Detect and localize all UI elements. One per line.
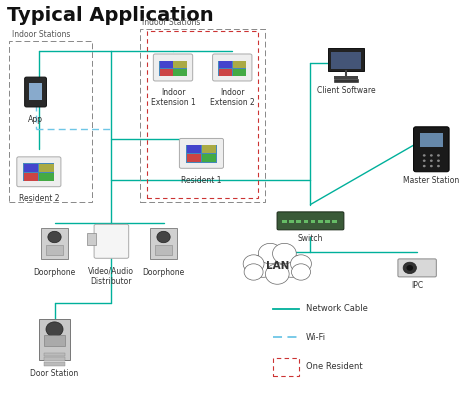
FancyBboxPatch shape — [202, 145, 216, 153]
FancyBboxPatch shape — [186, 154, 201, 162]
FancyBboxPatch shape — [219, 69, 232, 76]
Text: Network Cable: Network Cable — [306, 304, 368, 313]
Text: Resident 2: Resident 2 — [18, 194, 59, 203]
Circle shape — [423, 165, 426, 167]
Circle shape — [423, 160, 426, 162]
Circle shape — [244, 264, 263, 280]
FancyBboxPatch shape — [398, 259, 436, 277]
FancyBboxPatch shape — [212, 54, 252, 81]
Circle shape — [407, 265, 413, 271]
FancyBboxPatch shape — [39, 164, 54, 172]
FancyBboxPatch shape — [24, 164, 38, 172]
FancyBboxPatch shape — [159, 69, 173, 76]
Circle shape — [292, 264, 310, 280]
Circle shape — [423, 154, 426, 157]
FancyBboxPatch shape — [39, 319, 70, 360]
FancyBboxPatch shape — [17, 157, 61, 187]
FancyBboxPatch shape — [186, 145, 217, 162]
Circle shape — [278, 254, 305, 277]
FancyBboxPatch shape — [334, 79, 358, 82]
FancyBboxPatch shape — [297, 220, 301, 223]
Text: Master Station: Master Station — [403, 176, 459, 185]
FancyBboxPatch shape — [233, 61, 246, 68]
Circle shape — [46, 322, 63, 337]
FancyBboxPatch shape — [328, 48, 364, 70]
Text: Indoor Stations: Indoor Stations — [12, 30, 70, 39]
FancyBboxPatch shape — [159, 61, 187, 76]
Text: Indoor
Extension 2: Indoor Extension 2 — [210, 88, 255, 107]
FancyBboxPatch shape — [331, 52, 361, 68]
FancyBboxPatch shape — [153, 54, 192, 81]
FancyBboxPatch shape — [150, 228, 176, 258]
FancyBboxPatch shape — [39, 173, 54, 181]
Circle shape — [437, 165, 440, 167]
FancyBboxPatch shape — [277, 212, 344, 230]
FancyBboxPatch shape — [29, 83, 42, 100]
FancyBboxPatch shape — [42, 228, 67, 258]
Text: LAN: LAN — [265, 261, 289, 271]
Circle shape — [250, 254, 276, 277]
FancyBboxPatch shape — [219, 61, 232, 68]
FancyBboxPatch shape — [420, 133, 443, 147]
FancyBboxPatch shape — [282, 220, 287, 223]
Text: Indoor Stations: Indoor Stations — [142, 18, 201, 27]
Circle shape — [265, 264, 289, 284]
Text: Video/Audio
Distributor: Video/Audio Distributor — [88, 267, 135, 286]
Circle shape — [48, 231, 61, 243]
FancyBboxPatch shape — [179, 138, 224, 169]
Text: IPC: IPC — [411, 281, 423, 290]
FancyBboxPatch shape — [413, 127, 449, 172]
FancyBboxPatch shape — [155, 245, 172, 255]
Text: One Resident: One Resident — [306, 362, 362, 371]
Text: App: App — [28, 115, 43, 124]
FancyBboxPatch shape — [159, 61, 173, 68]
FancyBboxPatch shape — [218, 61, 246, 76]
FancyBboxPatch shape — [94, 224, 128, 258]
Circle shape — [258, 245, 296, 278]
FancyBboxPatch shape — [173, 69, 186, 76]
FancyBboxPatch shape — [186, 145, 201, 153]
Text: Wi-Fi: Wi-Fi — [306, 333, 326, 342]
FancyBboxPatch shape — [332, 220, 337, 223]
Text: Switch: Switch — [298, 234, 323, 243]
Text: Typical Application: Typical Application — [7, 6, 214, 25]
Text: Resident 1: Resident 1 — [181, 176, 222, 185]
FancyBboxPatch shape — [318, 220, 322, 223]
FancyBboxPatch shape — [44, 335, 65, 346]
FancyBboxPatch shape — [25, 77, 46, 107]
FancyBboxPatch shape — [23, 163, 54, 181]
Text: Door Station: Door Station — [30, 369, 79, 378]
FancyBboxPatch shape — [325, 220, 330, 223]
FancyBboxPatch shape — [173, 61, 186, 68]
Circle shape — [157, 231, 170, 243]
Text: Client Software: Client Software — [317, 86, 375, 95]
Circle shape — [437, 154, 440, 157]
Text: Indoor
Extension 1: Indoor Extension 1 — [151, 88, 195, 107]
Circle shape — [243, 255, 264, 273]
Circle shape — [403, 262, 417, 274]
FancyBboxPatch shape — [46, 245, 63, 255]
FancyBboxPatch shape — [44, 362, 65, 366]
Text: Doorphone: Doorphone — [33, 268, 76, 277]
FancyBboxPatch shape — [311, 220, 316, 223]
FancyBboxPatch shape — [304, 220, 309, 223]
FancyBboxPatch shape — [44, 357, 65, 361]
Circle shape — [437, 160, 440, 162]
Text: Doorphone: Doorphone — [142, 268, 185, 277]
Circle shape — [430, 165, 433, 167]
FancyBboxPatch shape — [233, 69, 246, 76]
FancyBboxPatch shape — [44, 353, 65, 356]
Circle shape — [430, 154, 433, 157]
FancyBboxPatch shape — [289, 220, 294, 223]
Circle shape — [273, 243, 296, 264]
FancyBboxPatch shape — [86, 233, 96, 245]
FancyBboxPatch shape — [202, 154, 216, 162]
FancyBboxPatch shape — [24, 173, 38, 181]
Circle shape — [291, 255, 311, 273]
Circle shape — [430, 160, 433, 162]
Circle shape — [258, 243, 282, 264]
FancyBboxPatch shape — [334, 76, 358, 79]
